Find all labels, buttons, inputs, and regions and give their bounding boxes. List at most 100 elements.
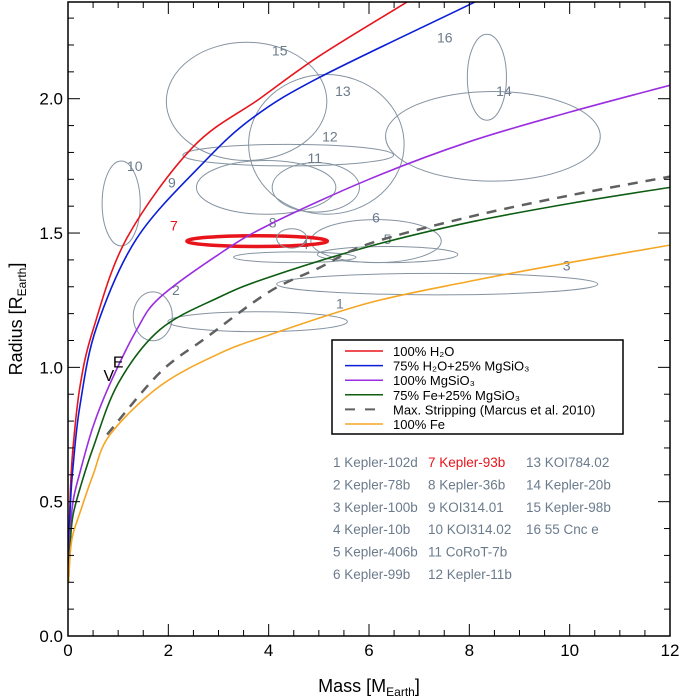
planet-ellipse-label: 15: [272, 43, 288, 59]
y-tick-label: 1.0: [39, 358, 63, 377]
planet-ellipse-10: [101, 160, 141, 247]
legend-label: 100% MgSiO₃: [393, 373, 475, 388]
y-tick-label: 0.0: [39, 627, 63, 646]
planet-name: Kepler-102d: [344, 455, 418, 470]
planet-name: KOI314.02: [447, 522, 512, 537]
solar-system-label: E: [113, 354, 124, 371]
legend-label: Max. Stripping (Marcus et al. 2010): [393, 402, 595, 417]
y-axis-title: Radius [REarth]: [6, 263, 29, 376]
planet-number: 6: [333, 567, 344, 582]
planet-number: 4: [333, 522, 344, 537]
planet-ellipse-2: [132, 291, 173, 342]
planet-ellipse-11: [271, 162, 360, 213]
series-line-1: [68, 2, 477, 561]
planet-ellipse-label: 3: [563, 258, 571, 274]
planet-number: 13: [526, 455, 545, 470]
composition-curves: [68, 2, 670, 583]
planet-list-item: 9 KOI314.01: [428, 500, 504, 515]
planet-number: 5: [333, 545, 344, 560]
planet-list-item: 3 Kepler-100b: [333, 500, 418, 515]
planet-name: Kepler-99b: [344, 567, 410, 582]
planet-ellipse-7: [185, 233, 330, 249]
x-axis-title: Mass [MEarth]: [318, 676, 420, 699]
planet-list-item: 5 Kepler-406b: [333, 545, 418, 560]
x-tick-label: 4: [264, 641, 273, 660]
planet-number: 1: [333, 455, 344, 470]
x-tick-label: 8: [465, 641, 474, 660]
planet-ellipse-label: 10: [127, 158, 143, 174]
series-line-3: [68, 186, 670, 583]
planet-ellipse-16: [466, 33, 507, 121]
planet-list-item: 1 Kepler-102d: [333, 455, 418, 470]
planet-ellipse-4: [233, 251, 357, 264]
planet-ellipse-label: 16: [437, 29, 453, 45]
planet-ellipse-9: [195, 160, 337, 215]
planet-number: 12: [428, 567, 447, 582]
planet-ellipse-label: 2: [172, 282, 180, 298]
planet-list-item: 14 Kepler-20b: [526, 477, 611, 492]
planet-name: Kepler-20b: [545, 477, 611, 492]
planet-name: CoRoT-7b: [446, 545, 508, 560]
planet-list-item: 10 KOI314.02: [428, 522, 511, 537]
series-line-5: [68, 244, 670, 583]
legend-label: 100% H₂O: [393, 344, 454, 359]
planet-list-item: 12 Kepler-11b: [428, 567, 512, 582]
planet-number: 16: [526, 522, 545, 537]
planet-ellipse-label: 12: [322, 129, 338, 145]
planet-list-item: 15 Kepler-98b: [526, 500, 611, 515]
y-tick-label: 0.5: [39, 493, 63, 512]
planet-name: Kepler-78b: [344, 477, 410, 492]
planet-number: 8: [428, 477, 439, 492]
solar-system-label: V: [104, 368, 115, 385]
planet-list-item: 8 Kepler-36b: [428, 477, 505, 492]
planet-number: 11: [428, 545, 446, 560]
series-line-0: [68, 2, 409, 556]
planet-list-item: 7 Kepler-93b: [428, 455, 505, 470]
planet-ellipse-6: [310, 219, 442, 264]
planet-ellipse-1: [167, 311, 348, 333]
planet-list-item: 4 Kepler-10b: [333, 522, 410, 537]
planet-ellipse-label: 14: [496, 83, 512, 99]
x-tick-label: 10: [560, 641, 579, 660]
plot-frame: [67, 1, 671, 637]
planet-ellipse-12: [182, 143, 395, 167]
planet-ellipse-14: [385, 90, 601, 182]
legend-label: 100% Fe: [393, 417, 445, 432]
planet-name: Kepler-11b: [447, 567, 512, 582]
planet-name: Kepler-36b: [439, 477, 505, 492]
planet-name: KOI784.02: [545, 455, 610, 470]
planet-list-item: 2 Kepler-78b: [333, 477, 410, 492]
planet-list-item: 13 KOI784.02: [526, 455, 609, 470]
planet-name: Kepler-93b: [439, 455, 505, 470]
x-tick-label: 2: [164, 641, 173, 660]
planet-name: Kepler-100b: [344, 500, 418, 515]
planet-number: 3: [333, 500, 344, 515]
planet-ellipse-label: 6: [372, 209, 380, 225]
y-tick-label: 1.5: [39, 224, 63, 243]
planet-name: 55 Cnc e: [545, 522, 599, 537]
series-line-4: [106, 175, 670, 436]
planet-number: 9: [428, 500, 439, 515]
planet-list-item: 16 55 Cnc e: [526, 522, 599, 537]
planet-ellipse-label: 13: [335, 83, 351, 99]
planet-name: Kepler-10b: [344, 522, 410, 537]
solar-system-markers: VE: [104, 354, 124, 384]
planet-ellipse-8: [276, 228, 308, 249]
x-tick-label: 12: [661, 641, 680, 660]
planet-ellipse-label: 11: [308, 150, 323, 166]
legend-box: [331, 339, 624, 435]
planet-number: 15: [526, 500, 545, 515]
planet-ellipse-15: [165, 41, 328, 162]
planet-number: 14: [526, 477, 545, 492]
planet-list-item: 11 CoRoT-7b: [428, 545, 507, 560]
planet-name: Kepler-98b: [545, 500, 611, 515]
planet-number: 2: [333, 477, 344, 492]
legend-label: 75% H₂O+25% MgSiO₃: [393, 359, 529, 374]
planet-number: 7: [428, 455, 439, 470]
planet-name: KOI314.01: [439, 500, 504, 515]
